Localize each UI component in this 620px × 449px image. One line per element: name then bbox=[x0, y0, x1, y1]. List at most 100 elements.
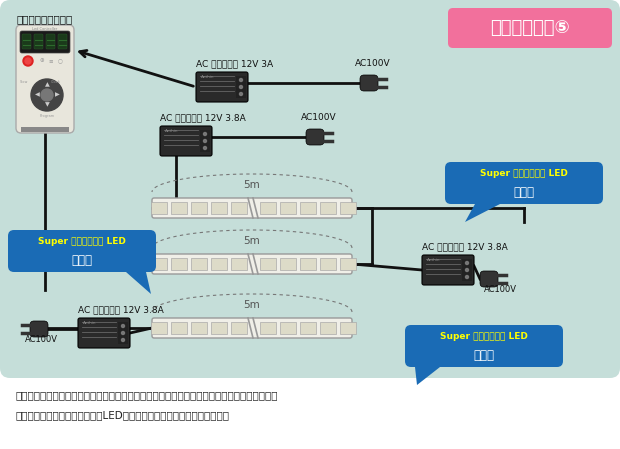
Text: Anthin: Anthin bbox=[427, 258, 440, 262]
FancyBboxPatch shape bbox=[20, 31, 70, 53]
Circle shape bbox=[25, 58, 31, 64]
FancyBboxPatch shape bbox=[30, 321, 48, 337]
Bar bbox=[211, 258, 227, 270]
Text: Clock: Clock bbox=[51, 80, 61, 84]
Text: Super 流れるテープ LED: Super 流れるテープ LED bbox=[38, 237, 126, 246]
Bar bbox=[340, 258, 356, 270]
FancyBboxPatch shape bbox=[152, 198, 352, 218]
Circle shape bbox=[203, 140, 206, 142]
Text: 5m: 5m bbox=[244, 180, 260, 190]
Text: Super 流れるテープ LED: Super 流れるテープ LED bbox=[440, 332, 528, 341]
Text: Slow: Slow bbox=[20, 80, 28, 84]
FancyBboxPatch shape bbox=[196, 72, 248, 102]
Bar bbox=[260, 258, 276, 270]
Bar bbox=[200, 130, 210, 152]
FancyBboxPatch shape bbox=[360, 75, 378, 91]
Bar bbox=[151, 322, 167, 334]
Text: 配線パターン⑤: 配線パターン⑤ bbox=[490, 19, 570, 37]
FancyBboxPatch shape bbox=[448, 8, 612, 48]
Circle shape bbox=[23, 56, 33, 66]
Text: ◀: ◀ bbox=[35, 92, 40, 97]
FancyBboxPatch shape bbox=[78, 318, 130, 348]
Bar bbox=[231, 202, 247, 214]
FancyBboxPatch shape bbox=[46, 34, 55, 49]
FancyBboxPatch shape bbox=[0, 0, 620, 378]
FancyBboxPatch shape bbox=[306, 129, 324, 145]
Text: ２本目: ２本目 bbox=[71, 254, 92, 267]
Bar bbox=[171, 202, 187, 214]
Circle shape bbox=[466, 269, 469, 272]
Text: AC アダプター 12V 3A: AC アダプター 12V 3A bbox=[196, 59, 273, 68]
FancyBboxPatch shape bbox=[58, 34, 67, 49]
Bar bbox=[0, 378, 620, 449]
Bar bbox=[236, 76, 246, 98]
Polygon shape bbox=[415, 367, 440, 385]
Text: ▲: ▲ bbox=[45, 83, 50, 88]
Bar bbox=[300, 202, 316, 214]
Bar bbox=[320, 258, 336, 270]
Bar bbox=[280, 258, 296, 270]
Circle shape bbox=[41, 89, 53, 101]
Circle shape bbox=[466, 261, 469, 264]
Bar bbox=[340, 202, 356, 214]
Text: 専用コントローラー: 専用コントローラー bbox=[17, 14, 73, 24]
Text: ○: ○ bbox=[58, 58, 63, 63]
Text: Program: Program bbox=[40, 114, 55, 118]
Text: ▶: ▶ bbox=[55, 92, 60, 97]
FancyBboxPatch shape bbox=[22, 34, 31, 49]
Text: １本目: １本目 bbox=[513, 186, 534, 199]
Text: ≡: ≡ bbox=[49, 58, 53, 63]
Text: ▼: ▼ bbox=[45, 102, 50, 107]
Bar bbox=[280, 322, 296, 334]
Text: ３本目: ３本目 bbox=[474, 349, 495, 362]
Bar bbox=[260, 202, 276, 214]
Bar bbox=[171, 322, 187, 334]
Text: Anthin: Anthin bbox=[165, 129, 179, 133]
Circle shape bbox=[203, 146, 206, 150]
Circle shape bbox=[203, 132, 206, 136]
Bar bbox=[340, 322, 356, 334]
Text: AC100V: AC100V bbox=[25, 335, 58, 344]
Circle shape bbox=[239, 85, 242, 88]
Bar bbox=[21, 127, 69, 132]
Circle shape bbox=[466, 276, 469, 278]
Polygon shape bbox=[465, 204, 500, 222]
Text: まうので、それが原因でテープLEDや電源の破損に繋がる可能性がある。: まうので、それが原因でテープLEDや電源の破損に繋がる可能性がある。 bbox=[15, 410, 229, 420]
FancyBboxPatch shape bbox=[405, 325, 563, 367]
Text: この配線図でも点灯は可能。しかし電源数量が多く、電気性質上負担のかかる部分ができてし: この配線図でも点灯は可能。しかし電源数量が多く、電気性質上負担のかかる部分ができ… bbox=[15, 390, 278, 400]
Text: Super 流れるテープ LED: Super 流れるテープ LED bbox=[480, 169, 568, 178]
Text: 5m: 5m bbox=[244, 300, 260, 310]
Bar bbox=[300, 258, 316, 270]
Bar bbox=[300, 322, 316, 334]
Text: AC アダプター 12V 3.8A: AC アダプター 12V 3.8A bbox=[78, 305, 164, 314]
Circle shape bbox=[122, 339, 125, 342]
Text: AC100V: AC100V bbox=[355, 59, 391, 68]
Bar bbox=[280, 202, 296, 214]
FancyBboxPatch shape bbox=[160, 126, 212, 156]
Circle shape bbox=[122, 325, 125, 327]
Bar bbox=[191, 258, 207, 270]
FancyBboxPatch shape bbox=[445, 162, 603, 204]
Text: 5m: 5m bbox=[244, 236, 260, 246]
Text: AC100V: AC100V bbox=[301, 113, 337, 122]
Bar bbox=[211, 322, 227, 334]
Bar bbox=[191, 202, 207, 214]
Bar bbox=[211, 202, 227, 214]
Bar bbox=[320, 322, 336, 334]
Bar bbox=[151, 202, 167, 214]
Circle shape bbox=[239, 79, 242, 82]
FancyBboxPatch shape bbox=[8, 230, 156, 272]
Bar bbox=[320, 202, 336, 214]
Bar bbox=[231, 258, 247, 270]
Bar bbox=[171, 258, 187, 270]
Bar bbox=[462, 259, 472, 281]
FancyBboxPatch shape bbox=[422, 255, 474, 285]
Text: Led Controller: Led Controller bbox=[32, 27, 58, 31]
Bar bbox=[118, 322, 128, 344]
Text: ⊕: ⊕ bbox=[40, 58, 44, 63]
Polygon shape bbox=[126, 272, 151, 294]
Text: AC アダプター 12V 3.8A: AC アダプター 12V 3.8A bbox=[422, 242, 508, 251]
Text: AC100V: AC100V bbox=[484, 285, 517, 294]
Circle shape bbox=[122, 331, 125, 335]
Circle shape bbox=[239, 92, 242, 96]
